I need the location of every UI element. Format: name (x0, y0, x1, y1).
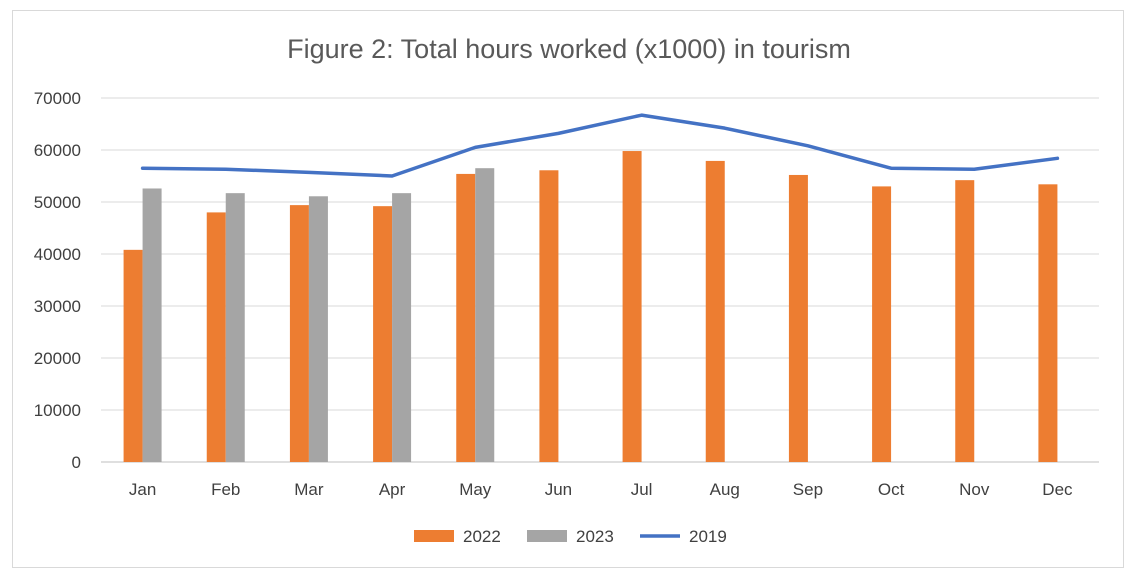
bar-2023 (392, 193, 412, 462)
bar-2022 (955, 180, 975, 462)
x-tick-label: Apr (379, 480, 406, 499)
legend-label: 2023 (576, 527, 614, 546)
x-tick-label: Dec (1042, 480, 1073, 499)
bar-2022 (289, 205, 309, 462)
bar-2022 (705, 160, 725, 463)
bar-2022 (539, 170, 559, 462)
bar-2023 (142, 188, 162, 463)
bars (123, 151, 1058, 463)
x-tick-label: Feb (211, 480, 240, 499)
bar-2022 (373, 206, 393, 462)
y-tick-label: 70000 (34, 89, 81, 108)
y-tick-label: 40000 (34, 245, 81, 264)
legend-label: 2019 (689, 527, 727, 546)
bar-2022 (872, 186, 892, 462)
x-tick-label: Sep (793, 480, 823, 499)
y-tick-label: 50000 (34, 193, 81, 212)
x-tick-label: Aug (710, 480, 740, 499)
bar-2022 (622, 151, 642, 463)
x-tick-label: May (459, 480, 492, 499)
line-series (140, 113, 1060, 178)
x-tick-label: Jun (545, 480, 572, 499)
x-tick-label: Mar (294, 480, 324, 499)
y-tick-label: 10000 (34, 401, 81, 420)
bar-2022 (788, 174, 808, 462)
x-tick-label: Oct (878, 480, 905, 499)
bar-2023 (475, 168, 495, 462)
bar-2022 (456, 173, 476, 463)
y-tick-label: 20000 (34, 349, 81, 368)
y-tick-label: 0 (72, 453, 81, 472)
bar-2022 (123, 249, 143, 462)
legend-label: 2022 (463, 527, 501, 546)
line-2019 (140, 113, 1060, 178)
bar-2023 (225, 193, 245, 462)
legend: 2022 2023 2019 (414, 527, 727, 546)
chart-svg: Figure 2: Total hours worked (x1000) in … (34, 34, 1099, 546)
bar-2022 (206, 212, 226, 462)
legend-swatch-2023 (527, 530, 567, 542)
gridlines (101, 97, 1099, 463)
bar-2023 (308, 196, 328, 462)
x-tick-label: Jan (129, 480, 156, 499)
chart-frame: Figure 2: Total hours worked (x1000) in … (12, 10, 1124, 568)
legend-swatch-2022 (414, 530, 454, 542)
x-axis-ticks: Jan Feb Mar Apr May Jun Jul Aug Sep Oct Nov Dec (129, 480, 1073, 499)
chart-title: Figure 2: Total hours worked (x1000) in … (287, 34, 851, 64)
y-tick-label: 60000 (34, 141, 81, 160)
y-tick-label: 30000 (34, 297, 81, 316)
x-tick-label: Jul (631, 480, 653, 499)
x-tick-label: Nov (959, 480, 990, 499)
bar-2022 (1038, 184, 1058, 462)
y-axis-ticks: 0 10000 20000 30000 40000 50000 60000 70000 (34, 89, 81, 472)
